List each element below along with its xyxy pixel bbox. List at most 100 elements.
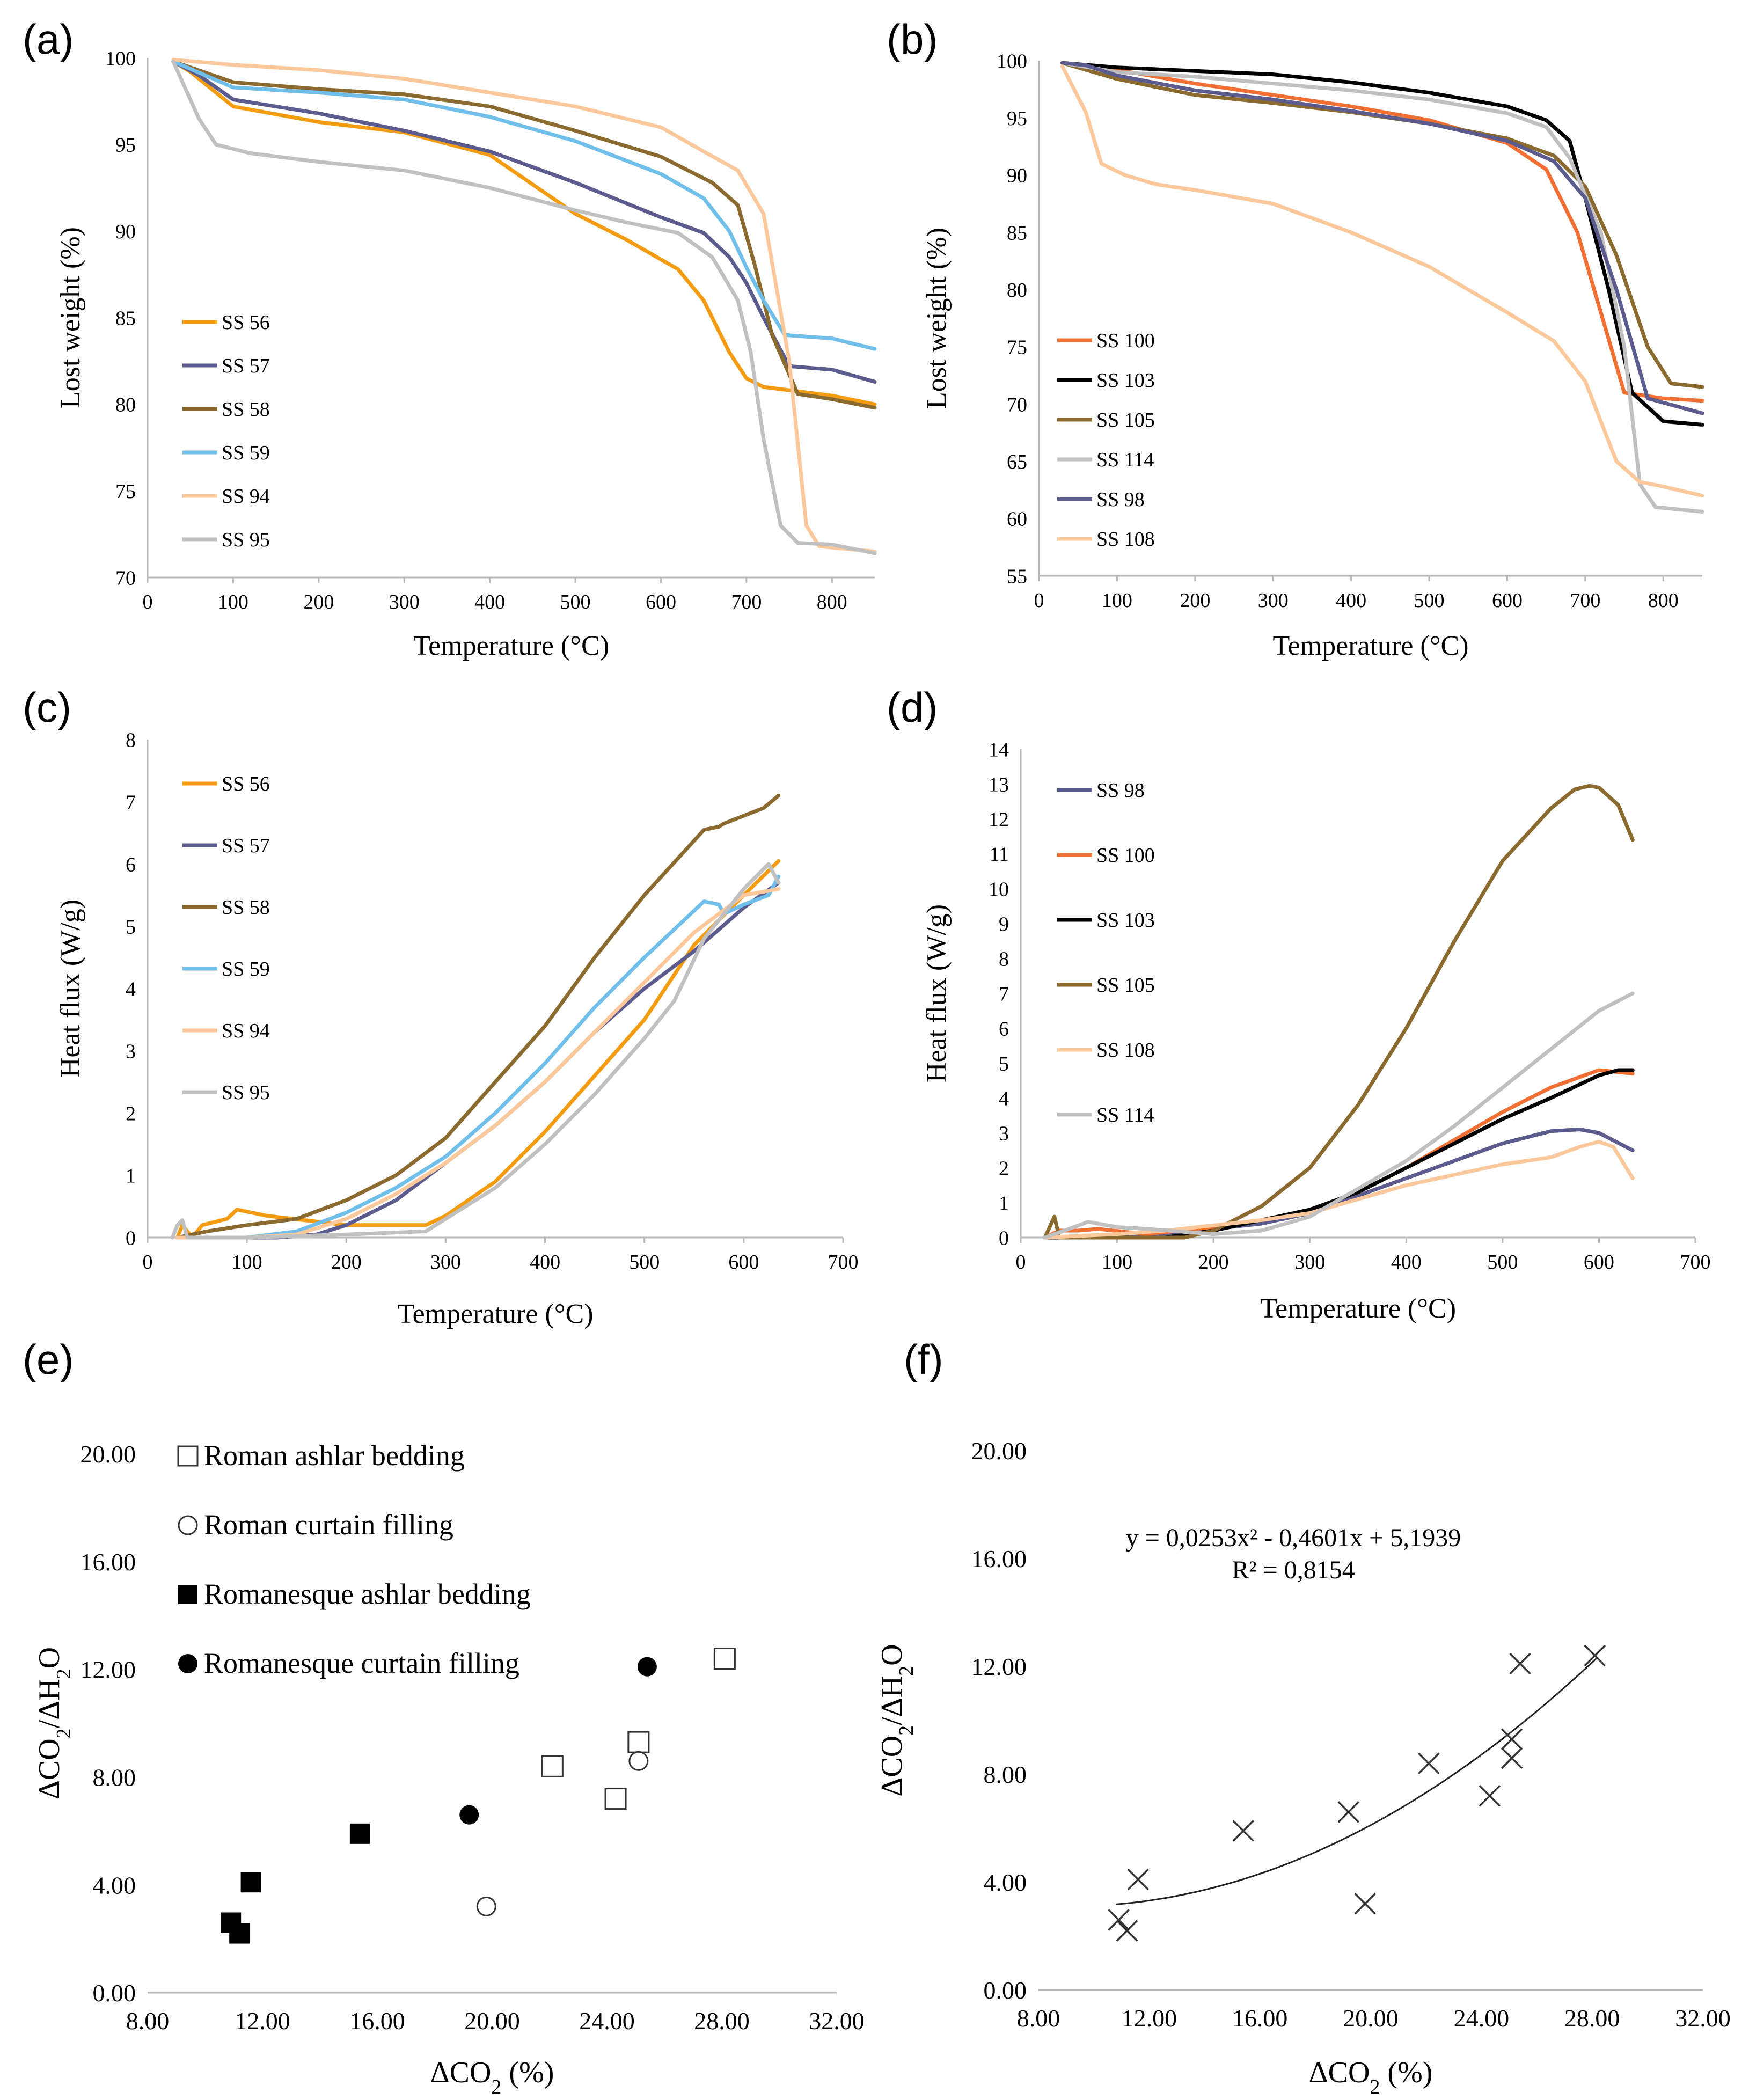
legend-label: Romanesque curtain filling [204,1647,519,1679]
series-line-ss-95 [170,862,781,1240]
y-tick-label: 80 [115,394,136,416]
y-tick-label: 10 [989,878,1009,901]
x-tick-label: 100 [218,591,248,613]
x-tick-label: 0 [1034,589,1044,612]
x-tick-label: 0 [143,591,153,613]
x-tick-label: 8.00 [126,2007,170,2035]
y-tick-label: 4.00 [93,1871,136,1899]
legend-marker [177,1445,199,1467]
panel-label: (e) [23,1336,74,1383]
x-tick-label: 16.00 [1232,2004,1288,2032]
data-point-x [1232,1820,1254,1842]
x-tick-label: 28.00 [1564,2004,1620,2032]
x-tick-label: 700 [828,1251,859,1274]
y-tick-label: 90 [1007,165,1027,187]
data-point-x [1116,1920,1138,1942]
x-tick-label: 500 [560,591,591,613]
y-tick-label: 95 [115,134,136,157]
y-axis-title: Lost weight (%) [55,227,86,408]
y-tick-label: 20.00 [81,1440,136,1468]
legend-label: SS 105 [1096,974,1155,997]
x-tick-label: 0 [143,1251,153,1274]
data-point-square-open [541,1755,564,1777]
y-tick-label: 16.00 [971,1545,1027,1572]
legend-label: SS 105 [1096,409,1155,431]
panel-f: (f) 8.00 12.00 16.00 20.00 24.00 28.00 32.00 0.0… [875,1336,1731,2098]
x-tick-label: 400 [1391,1251,1422,1274]
x-tick-label: 16.00 [349,2007,405,2035]
x-tick-label: 400 [530,1251,560,1274]
y-tick-label: 12.00 [971,1653,1027,1680]
y-tick-label: 3 [999,1122,1009,1145]
y-tick-label: 0.00 [984,1977,1027,2004]
legend-marker [178,1585,197,1604]
panel-b: (b) 0 100 200 300 400 500 600 700 800 55 60 65 70 75 80… [887,16,1704,661]
x-tick-label: 300 [389,591,420,613]
y-tick-label: 4 [126,978,136,1000]
y-axis-title: ΔCO2/ΔH2O [875,1644,918,1796]
x-tick-label: 700 [731,591,762,613]
data-point-square-filled [349,1823,370,1844]
legend-marker [178,1654,197,1673]
legend-label: SS 56 [222,311,270,334]
x-tick-label: 32.00 [809,2007,865,2035]
data-point-square-open [627,1731,650,1753]
data-point-x [1479,1784,1501,1807]
x-tick-label: 300 [1294,1251,1325,1274]
y-axis-title: Lost weight (%) [921,228,952,409]
y-tick-label: 90 [115,221,136,243]
series-line-ss-95 [171,60,877,555]
legend-label: Romanesque ashlar bedding [204,1578,531,1610]
legend-label: SS 95 [222,529,270,551]
data-point-x [1127,1868,1149,1891]
y-tick-label: 8.00 [93,1764,136,1791]
y-tick-label: 70 [115,567,136,589]
y-tick-label: 5 [126,916,136,938]
legend-label: SS 94 [222,485,270,508]
series-line-ss-59 [175,874,781,1240]
legend-label: Roman curtain filling [204,1509,453,1541]
series-line-ss-108 [1043,1139,1635,1240]
y-tick-label: 9 [999,913,1009,935]
y-axis-title: Heat flux (W/g) [55,899,86,1078]
panel-c: (c) 0 100 200 300 400 500 600 700 0 1 2 3 4 5 6 7 8 Temper… [23,684,859,1329]
y-tick-label: 95 [1007,107,1027,130]
legend-label: SS 100 [1096,844,1155,867]
y-tick-label: 14 [989,738,1009,761]
y-tick-label: 75 [1007,336,1027,359]
y-tick-label: 0 [126,1227,136,1249]
panel-label: (b) [887,16,938,63]
legend-label: SS 57 [222,835,270,857]
data-point-square-open [604,1788,627,1810]
y-tick-label: 6 [999,1018,1009,1040]
y-tick-label: 65 [1007,451,1027,473]
x-tick-label: 200 [1180,589,1210,612]
x-tick-label: 24.00 [579,2007,635,2035]
legend-marker [178,1515,198,1535]
data-point-square-filled [240,1872,261,1893]
x-tick-label: 300 [430,1251,461,1274]
x-tick-label: 12.00 [235,2007,290,2035]
panel-label: (c) [23,684,71,731]
y-tick-label: 85 [115,307,136,330]
y-tick-label: 8.00 [984,1761,1027,1788]
legend-label: SS 58 [222,398,270,421]
y-tick-label: 70 [1007,393,1027,416]
series-line-ss-59 [171,60,877,351]
x-axis-title: Temperature (°C) [1260,1293,1456,1324]
x-tick-label: 200 [303,591,334,613]
legend-label: SS 58 [222,896,270,919]
panel-label: (d) [887,684,938,731]
x-tick-label: 500 [1414,589,1445,612]
data-point-x [1337,1801,1359,1823]
x-tick-label: 0 [1016,1251,1026,1274]
y-tick-label: 8 [126,729,136,751]
legend-label: SS 98 [1096,488,1145,511]
data-point-x [1418,1752,1440,1775]
y-axis-title: ΔCO2/ΔH2O [33,1647,75,1799]
y-tick-label: 2 [126,1102,136,1125]
x-tick-label: 100 [1102,1251,1132,1274]
x-tick-label: 700 [1570,589,1600,612]
y-tick-label: 2 [999,1157,1009,1180]
